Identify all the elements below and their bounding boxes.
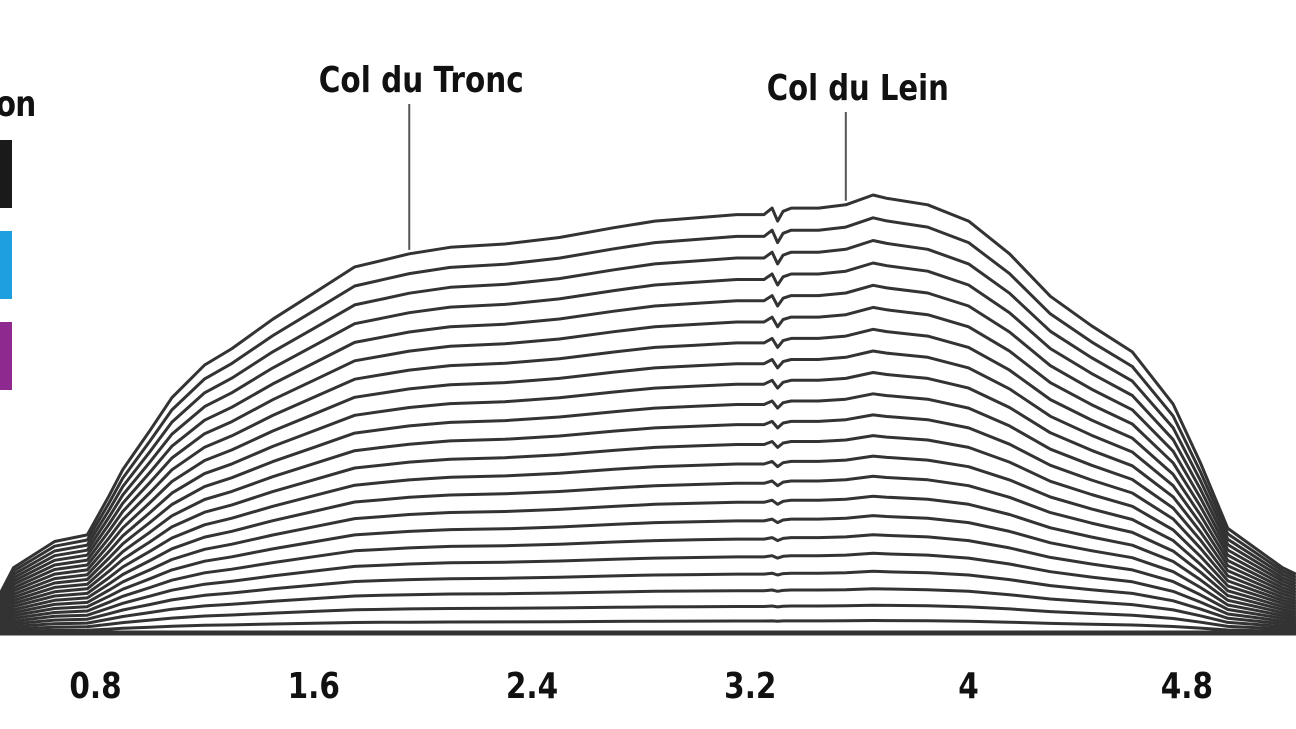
- legend-swatch-purple: [0, 322, 12, 390]
- ridge-line-12: [0, 413, 1296, 615]
- ridge-line-9: [0, 474, 1296, 621]
- legend-swatch-blue: [0, 231, 12, 299]
- annotations-group: Col du Tronc Col du Lein: [319, 60, 949, 250]
- x-tick-label: 0.8: [69, 664, 121, 707]
- legend-title: ron: [0, 84, 36, 125]
- ridge-line-17: [0, 305, 1296, 605]
- x-tick-label: 4.8: [1161, 664, 1213, 707]
- ridge-line-14: [0, 371, 1296, 611]
- x-tick-label: 2.4: [506, 664, 558, 707]
- ridge-line-11: [0, 434, 1296, 617]
- ridge-line-15: [0, 349, 1296, 609]
- annotation-label-1: Col du Tronc: [319, 60, 524, 101]
- ridge-line-4: [0, 569, 1296, 629]
- ridge-line-1: [0, 619, 1296, 634]
- ridge-line-16: [0, 327, 1296, 607]
- ridge-line-2: [0, 603, 1296, 632]
- x-tick-label: 1.6: [288, 664, 340, 707]
- ridge-line-8: [0, 494, 1296, 622]
- x-tick-label: 3.2: [724, 664, 776, 707]
- ridge-line-21: [0, 216, 1296, 597]
- ridge-line-7: [0, 514, 1296, 624]
- ridge-line-20: [0, 239, 1296, 599]
- ridge-line-18: [0, 283, 1296, 603]
- ridge-line-22: [0, 193, 1296, 595]
- ridge-line-5: [0, 551, 1296, 628]
- ridge-line-19: [0, 261, 1296, 601]
- ridge-line-6: [0, 533, 1296, 626]
- ridge-line-3: [0, 587, 1296, 631]
- ridge-lines-group: [0, 193, 1296, 636]
- annotation-label-2: Col du Lein: [767, 68, 949, 109]
- legend-swatch-black: [0, 140, 12, 208]
- ridge-line-13: [0, 392, 1296, 613]
- x-axis-ticks: 0.8 1.6 2.4 3.2 4 4.8: [69, 664, 1213, 707]
- ridge-line-10: [0, 454, 1296, 619]
- x-tick-label: 4: [958, 664, 979, 707]
